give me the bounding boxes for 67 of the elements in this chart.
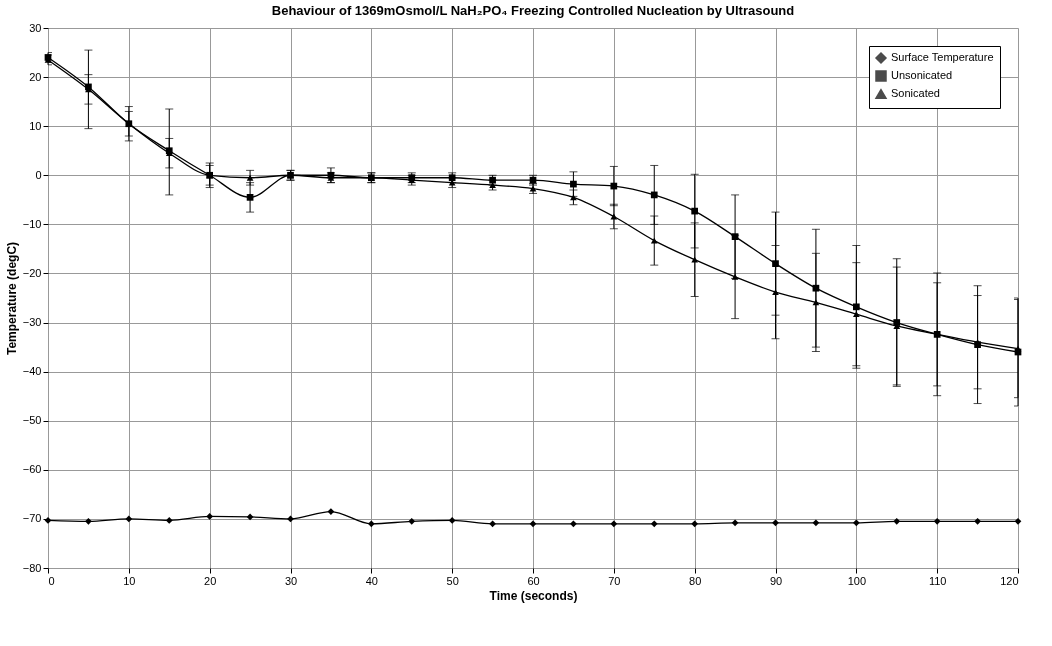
- point: [367, 520, 375, 528]
- point: [206, 513, 214, 520]
- x-tick-label: 60: [527, 574, 540, 587]
- y-tick-label: −10: [22, 217, 42, 230]
- y-tick-label: 0: [35, 168, 42, 181]
- point: [852, 519, 860, 527]
- y-tick-label: −60: [22, 463, 42, 476]
- point: [246, 513, 254, 521]
- x-tick-label: 40: [365, 574, 378, 587]
- point: [691, 207, 699, 215]
- point: [85, 518, 92, 525]
- point: [246, 194, 254, 201]
- legend-label: Surface Temperature: [891, 51, 994, 63]
- point: [570, 520, 577, 528]
- y-tick-label: 20: [29, 70, 42, 83]
- point: [650, 191, 658, 199]
- point: [812, 284, 820, 292]
- point: [691, 256, 699, 263]
- y-tick-label: −20: [22, 266, 42, 279]
- y-tick-label: −80: [22, 561, 42, 574]
- point: [570, 180, 577, 188]
- x-tick-label: 100: [847, 574, 867, 587]
- point: [772, 519, 779, 527]
- y-tick-label: 30: [29, 21, 42, 34]
- x-tick-label: 110: [928, 574, 947, 587]
- point: [933, 518, 941, 525]
- x-tick-label: 0: [48, 574, 55, 587]
- point: [852, 303, 860, 311]
- point: [408, 518, 416, 525]
- x-tick-label: 80: [689, 574, 702, 587]
- x-tick-label: 30: [284, 574, 298, 587]
- point: [731, 519, 739, 527]
- point: [448, 517, 456, 524]
- point: [125, 515, 133, 523]
- y-tick-label: −40: [22, 365, 42, 378]
- point: [165, 517, 173, 524]
- point: [812, 519, 820, 527]
- point: [731, 273, 739, 280]
- y-tick-label: −30: [22, 316, 42, 329]
- legend-label: Sonicated: [891, 87, 940, 99]
- x-tick-label: 10: [123, 574, 136, 587]
- x-tick-label: 90: [769, 574, 783, 587]
- point: [852, 311, 860, 318]
- y-axis-title: Temperature (degC): [4, 241, 19, 356]
- point: [610, 182, 618, 190]
- x-tick-label: 120: [1000, 574, 1019, 587]
- point: [246, 174, 254, 181]
- chart-title: Behaviour of 1369mOsmol/L NaH₂PO₄ Freezing Controlled Nucleation by Ultrasound: [271, 3, 795, 18]
- point: [731, 233, 739, 240]
- point: [489, 520, 496, 528]
- x-axis-title: Time (seconds): [489, 588, 578, 603]
- point: [974, 518, 981, 525]
- y-tick-label: 10: [29, 119, 42, 132]
- point: [772, 260, 779, 267]
- x-tick-label: 50: [446, 574, 459, 587]
- point: [772, 289, 779, 296]
- point: [610, 520, 618, 528]
- point: [650, 520, 658, 528]
- x-tick-label: 70: [608, 574, 621, 587]
- point: [893, 518, 901, 525]
- y-tick-label: −50: [22, 414, 42, 427]
- point: [570, 194, 577, 201]
- x-tick-label: 20: [204, 574, 217, 587]
- point: [529, 520, 537, 528]
- y-tick-label: −70: [22, 512, 42, 525]
- legend-label: Unsonicated: [891, 69, 953, 81]
- point: [691, 520, 699, 528]
